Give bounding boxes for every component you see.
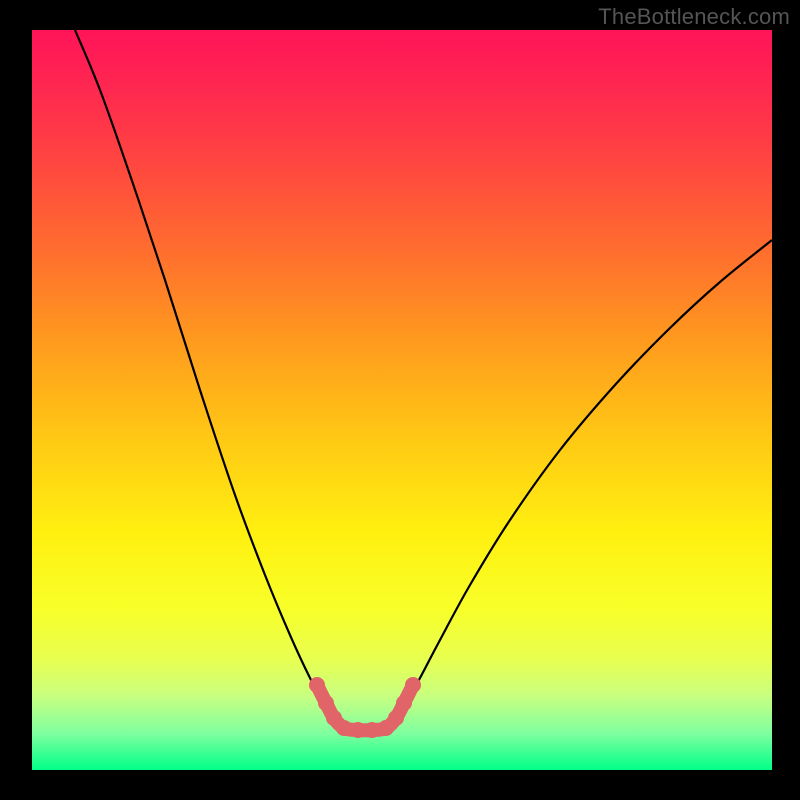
watermark-text: TheBottleneck.com [598,4,790,30]
chart-svg [0,0,800,800]
trough-marker [309,677,421,738]
bottleneck-left-curve [75,30,330,715]
bottleneck-right-curve [400,240,772,715]
